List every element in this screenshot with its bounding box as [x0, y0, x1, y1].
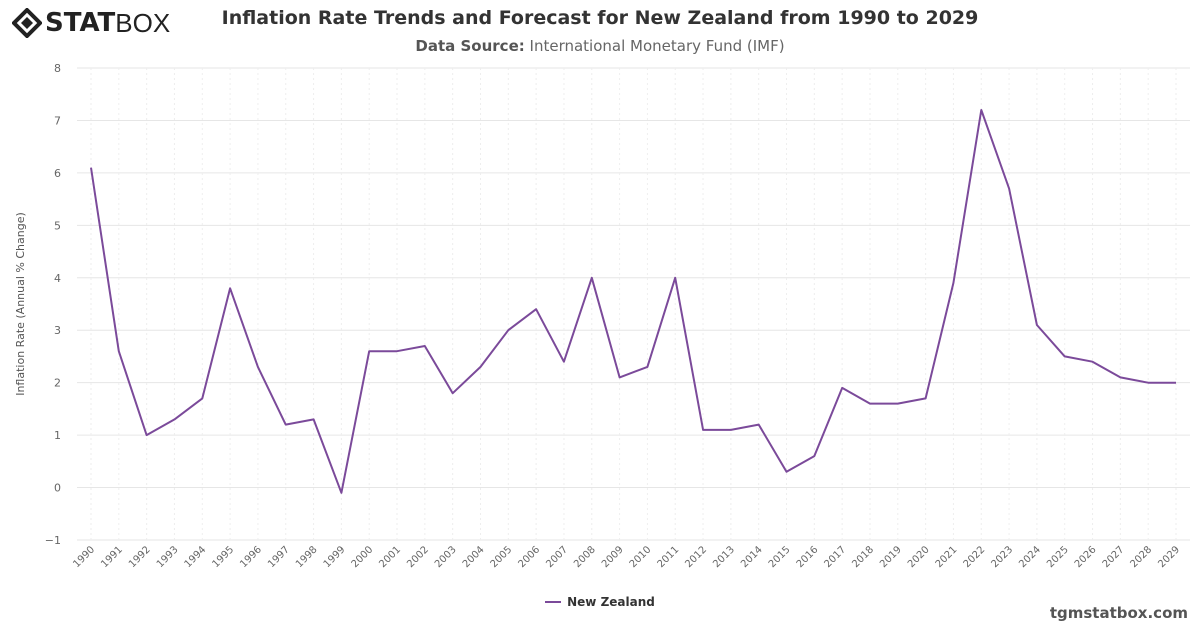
footer-site: tgmstatbox.com — [1049, 604, 1188, 622]
x-tick-label: 1995 — [210, 544, 236, 570]
legend-label: New Zealand — [567, 595, 655, 609]
x-tick-label: 2006 — [516, 544, 542, 570]
subtitle-value: International Monetary Fund (IMF) — [529, 37, 785, 55]
y-axis-label: Inflation Rate (Annual % Change) — [14, 212, 27, 396]
x-tick-label: 1993 — [155, 544, 181, 570]
y-tick-label: 5 — [54, 219, 61, 232]
x-tick-label: 2023 — [989, 544, 1015, 570]
x-tick-label: 2025 — [1045, 544, 1071, 570]
x-tick-label: 2029 — [1156, 544, 1182, 570]
x-tick-label: 2016 — [795, 544, 821, 570]
x-tick-label: 2010 — [628, 544, 654, 570]
x-tick-label: 2004 — [461, 544, 487, 570]
statbox-logo: STAT BOX — [12, 6, 170, 40]
y-tick-label: 0 — [54, 482, 61, 495]
y-tick-label: 4 — [54, 272, 61, 285]
x-tick-label: 1991 — [99, 544, 125, 570]
x-tick-label: 2018 — [850, 544, 876, 570]
diamond-logo-icon — [12, 8, 42, 38]
x-tick-label: 2020 — [906, 544, 932, 570]
legend-swatch — [545, 601, 562, 603]
logo-text-bold: STAT — [45, 8, 116, 38]
y-tick-label: 3 — [54, 324, 61, 337]
x-tick-label: 2028 — [1129, 544, 1155, 570]
x-tick-label: 2019 — [878, 544, 904, 570]
y-tick-label: 7 — [54, 114, 61, 127]
x-tick-label: 2001 — [377, 544, 403, 570]
x-tick-label: 2012 — [683, 544, 709, 570]
x-tick-label: 1992 — [127, 544, 153, 570]
y-tick-label: 8 — [54, 62, 61, 75]
series-line — [90, 109, 1176, 494]
x-tick-label: 1998 — [294, 544, 320, 570]
x-tick-label: 2026 — [1073, 544, 1099, 570]
x-tick-label: 2003 — [433, 544, 459, 570]
x-tick-label: 2024 — [1017, 544, 1043, 570]
y-tick-label: 6 — [54, 167, 61, 180]
legend[interactable]: New Zealand — [0, 595, 1200, 609]
chart-subtitle: Data Source: International Monetary Fund… — [0, 37, 1200, 55]
y-tick-label: 1 — [54, 429, 61, 442]
x-tick-label: 1997 — [266, 544, 292, 570]
x-tick-label: 2000 — [350, 544, 376, 570]
x-tick-label: 2014 — [739, 544, 765, 570]
x-tick-label: 2013 — [711, 544, 737, 570]
x-tick-label: 1994 — [183, 544, 209, 570]
x-tick-label: 1999 — [322, 544, 348, 570]
x-tick-label: 2015 — [767, 544, 793, 570]
x-tick-label: 2021 — [934, 544, 960, 570]
x-tick-label: 2011 — [656, 544, 682, 570]
x-tick-label: 1996 — [238, 544, 264, 570]
x-tick-label: 2002 — [405, 544, 431, 570]
x-tick-label: 2008 — [572, 544, 598, 570]
x-tick-label: 1990 — [71, 544, 97, 570]
y-tick-label: −1 — [45, 534, 61, 547]
x-tick-label: 2005 — [489, 544, 515, 570]
chart-title: Inflation Rate Trends and Forecast for N… — [221, 7, 979, 29]
x-tick-label: 2027 — [1101, 544, 1127, 570]
x-tick-label: 2017 — [822, 544, 848, 570]
logo-text-light: BOX — [115, 7, 171, 38]
x-tick-label: 2009 — [600, 544, 626, 570]
y-tick-label: 2 — [54, 377, 61, 390]
x-tick-label: 2007 — [544, 544, 570, 570]
x-tick-label: 2022 — [962, 544, 988, 570]
subtitle-label: Data Source: — [415, 37, 525, 55]
